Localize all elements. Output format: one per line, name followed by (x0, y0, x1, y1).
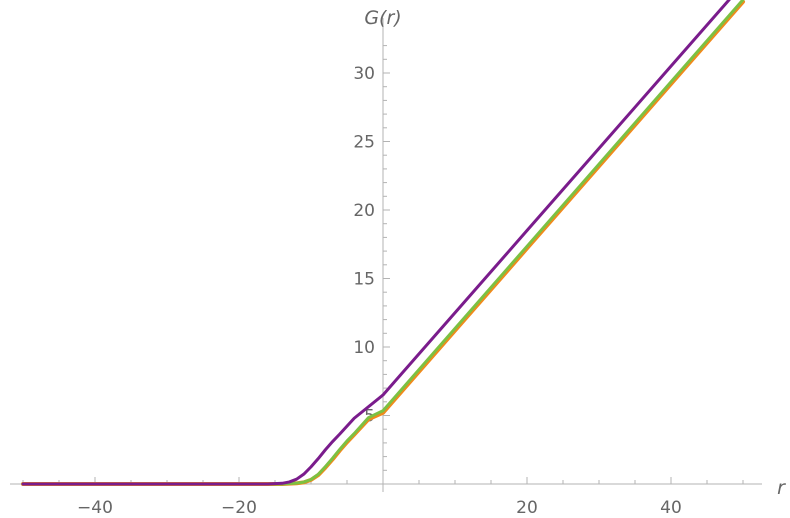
x-tick-label: −20 (221, 498, 257, 518)
x-tick-label: −40 (77, 498, 113, 518)
x-tick-label: 40 (660, 498, 682, 518)
y-tick-label: 10 (353, 338, 375, 358)
x-axis-label: r (777, 477, 786, 499)
x-tick-label: 20 (516, 498, 538, 518)
y-tick-label: 30 (353, 64, 375, 84)
series-group (21, 0, 745, 486)
series-line-3 (21, 0, 731, 486)
y-axis-label: G(r) (364, 7, 401, 29)
y-tick-label: 25 (353, 133, 375, 153)
y-tick-label: 20 (353, 201, 375, 221)
y-tick-label: 15 (353, 270, 375, 290)
series-line-2 (21, 0, 745, 486)
